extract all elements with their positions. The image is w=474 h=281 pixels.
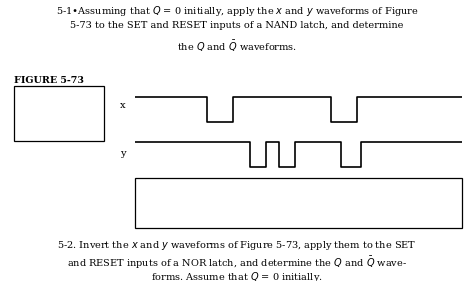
- Bar: [14, 86, 104, 140]
- Text: forms. Assume that $Q$ = 0 initially.: forms. Assume that $Q$ = 0 initially.: [151, 270, 323, 281]
- Text: FIGURE 5-73: FIGURE 5-73: [14, 76, 84, 85]
- Text: and RESET inputs of a NOR latch, and determine the $Q$ and $\bar{Q}$ wave-: and RESET inputs of a NOR latch, and det…: [67, 255, 407, 271]
- Text: 5-1$\bullet$Assuming that $Q$ = 0 initially, apply the $x$ and $y$ waveforms of : 5-1$\bullet$Assuming that $Q$ = 0 initia…: [55, 4, 419, 18]
- Text: x: x: [120, 101, 126, 110]
- Text: the $Q$ and $\bar{Q}$ waveforms.: the $Q$ and $\bar{Q}$ waveforms.: [177, 39, 297, 54]
- Bar: [135, 178, 462, 228]
- Text: y: y: [120, 149, 126, 158]
- Text: 5-73 to the SET and RESET inputs of a NAND latch, and determine: 5-73 to the SET and RESET inputs of a NA…: [70, 21, 404, 30]
- Text: 5-2. Invert the $x$ and $y$ waveforms of Figure 5-73, apply them to the SET: 5-2. Invert the $x$ and $y$ waveforms of…: [57, 239, 417, 252]
